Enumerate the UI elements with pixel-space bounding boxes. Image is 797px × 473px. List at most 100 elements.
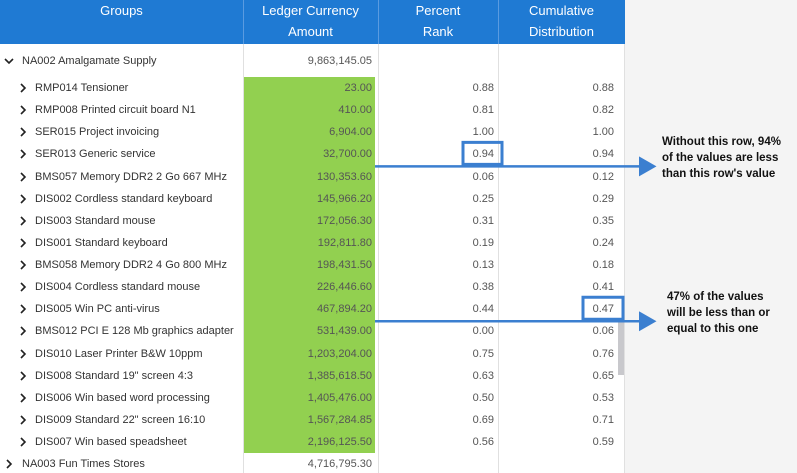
expand-icon[interactable]: [18, 238, 28, 248]
expand-icon[interactable]: [18, 171, 28, 182]
amount-cell: 1,385,618.50: [307, 369, 372, 382]
expand-icon[interactable]: [18, 260, 28, 270]
cumulative-cell: 0.88: [592, 82, 614, 94]
column-header[interactable]: Groups: [100, 3, 143, 18]
cumulative-cell: 0.24: [592, 236, 614, 249]
column-header[interactable]: Ledger Currency: [262, 3, 359, 18]
percent-rank-cell: 0.75: [472, 347, 494, 360]
expand-icon[interactable]: [18, 149, 28, 159]
percent-rank-cell: 0.31: [472, 214, 494, 227]
cumulative-cell: 0.41: [592, 281, 614, 294]
expand-icon[interactable]: [18, 326, 28, 336]
cumulative-cell: 0.29: [592, 192, 614, 205]
row-label[interactable]: DIS002 Cordless standard keyboard: [35, 192, 213, 205]
column-subheader[interactable]: Distribution: [528, 24, 595, 39]
cumulative-cell: 0.71: [592, 413, 614, 426]
row-label[interactable]: DIS006 Win based word processing: [35, 391, 210, 404]
amount-cell: 9,863,145.05: [307, 55, 372, 67]
row-label[interactable]: DIS008 Standard 19" screen 4:3: [35, 369, 194, 382]
row-label[interactable]: DIS003 Standard mouse: [35, 214, 156, 227]
expand-icon[interactable]: [18, 282, 28, 292]
annotation-text: will be less than or: [667, 307, 770, 320]
collapse-icon[interactable]: [4, 56, 14, 66]
column-subheader[interactable]: Rank: [422, 24, 454, 39]
annotation-text: 47% of the values: [667, 291, 764, 304]
percent-rank-cell: 0.44: [472, 303, 494, 316]
amount-cell: 1,203,204.00: [307, 347, 372, 360]
column-header[interactable]: Percent: [415, 3, 461, 18]
expand-icon[interactable]: [18, 415, 28, 425]
column-divider: [498, 44, 499, 473]
expand-icon[interactable]: [18, 437, 28, 447]
amount-cell: 198,431.50: [316, 259, 372, 271]
row-label[interactable]: NA002 Amalgamate Supply: [22, 55, 157, 67]
expand-icon[interactable]: [18, 371, 28, 381]
percent-rank-cell: 0.56: [472, 436, 494, 448]
amount-cell: 192,811.80: [317, 236, 372, 249]
cumulative-cell: 0.06: [592, 325, 614, 338]
expand-icon[interactable]: [18, 348, 28, 359]
row-label[interactable]: BMS012 PCI E 128 Mb graphics adapter: [35, 325, 234, 338]
cumulative-cell: 0.35: [592, 214, 614, 227]
expand-icon[interactable]: [18, 393, 28, 403]
cumulative-cell: 0.18: [592, 259, 614, 271]
percent-rank-cell: 0.06: [472, 170, 494, 183]
row-label[interactable]: DIS009 Standard 22" screen 16:10: [35, 413, 206, 426]
scrollbar[interactable]: [618, 320, 625, 375]
cumulative-cell: 0.65: [592, 369, 614, 382]
amount-cell: 1,405,476.00: [307, 391, 372, 404]
amount-cell: 145,966.20: [316, 192, 372, 205]
amount-highlight: [243, 77, 375, 454]
amount-cell: 467,894.20: [316, 303, 372, 316]
expand-icon[interactable]: [18, 127, 28, 137]
annotation-text: than this row's value: [662, 168, 776, 181]
row-label[interactable]: RMP014 Tensioner: [35, 82, 129, 94]
expand-icon[interactable]: [4, 459, 14, 469]
row-label[interactable]: DIS004 Cordless standard mouse: [35, 281, 201, 294]
cumulative-cell: 0.59: [592, 436, 614, 448]
amount-cell: 1,567,284.85: [307, 413, 372, 426]
percent-rank-cell: 1.00: [472, 126, 494, 139]
annotation-text: of the values are less: [662, 152, 779, 165]
row-label[interactable]: DIS007 Win based speadsheet: [35, 436, 187, 448]
percent-rank-cell: 0.69: [472, 413, 494, 426]
amount-cell: 32,700.00: [323, 148, 372, 161]
annotation-text: equal to this one: [667, 323, 759, 336]
column-divider: [378, 44, 379, 473]
expand-icon[interactable]: [18, 304, 28, 314]
row-label[interactable]: RMP008 Printed circuit board N1: [35, 104, 196, 117]
header-bg: [0, 0, 625, 44]
row-label[interactable]: BMS058 Memory DDR2 4 Go 800 MHz: [35, 259, 227, 271]
row-label[interactable]: BMS057 Memory DDR2 2 Go 667 MHz: [35, 170, 227, 183]
expand-icon[interactable]: [18, 194, 28, 204]
row-label[interactable]: NA003 Fun Times Stores: [22, 458, 145, 471]
row-label[interactable]: DIS005 Win PC anti-virus: [35, 303, 160, 316]
header-divider: [498, 0, 499, 44]
row-label[interactable]: DIS001 Standard keyboard: [35, 236, 168, 249]
column-header[interactable]: Cumulative: [528, 3, 595, 18]
amount-cell: 226,446.60: [316, 281, 372, 294]
expand-icon[interactable]: [18, 105, 28, 115]
row-label[interactable]: SER013 Generic service: [35, 148, 156, 161]
expand-icon[interactable]: [18, 83, 28, 93]
cumulative-cell: 0.53: [592, 391, 614, 404]
header-divider: [243, 0, 244, 44]
row-label[interactable]: DIS010 Laser Printer B&W 10ppm: [35, 347, 203, 360]
amount-cell: 2,196,125.50: [307, 436, 372, 448]
percent-rank-cell: 0.19: [472, 236, 494, 249]
amount-cell: 6,904.00: [329, 126, 372, 139]
cumulative-cell: 1.00: [592, 126, 614, 139]
cumulative-cell: 0.47: [592, 303, 614, 316]
amount-cell: 172,056.30: [316, 214, 372, 227]
percent-rank-cell: 0.81: [472, 104, 494, 117]
amount-cell: 531,439.00: [316, 325, 372, 338]
percent-rank-cell: 0.63: [472, 369, 494, 382]
column-subheader[interactable]: Amount: [288, 24, 333, 39]
expand-icon[interactable]: [18, 216, 28, 226]
percent-rank-cell: 0.88: [472, 82, 494, 94]
column-divider: [243, 44, 244, 473]
row-label[interactable]: SER015 Project invoicing: [35, 126, 160, 139]
cumulative-cell: 0.76: [592, 347, 614, 360]
cumulative-cell: 0.12: [592, 170, 614, 183]
